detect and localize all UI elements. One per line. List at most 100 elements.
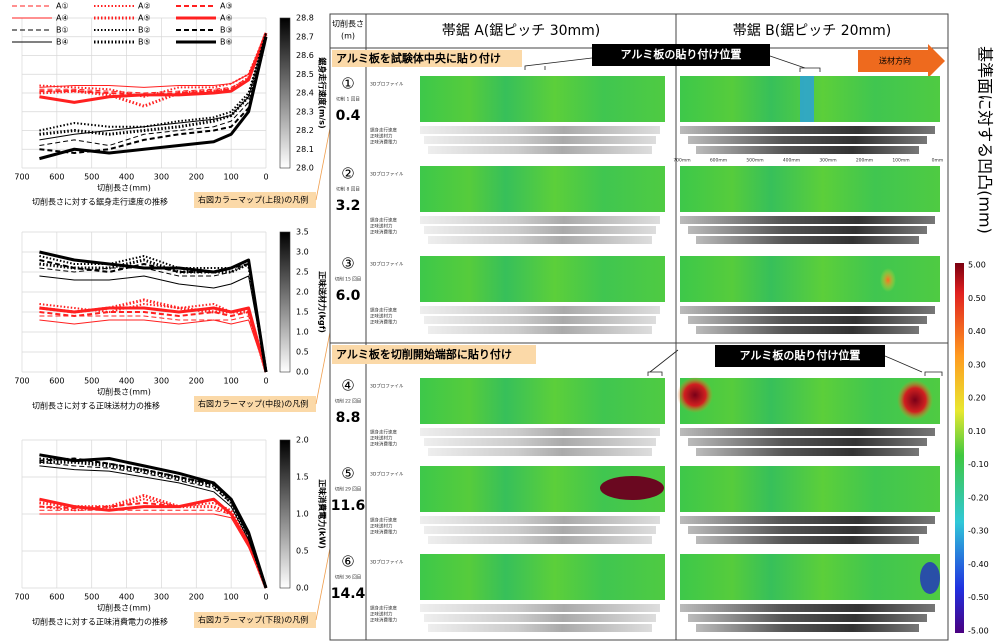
cell-label: 鋸身走行速度 <box>370 517 397 524</box>
series-line <box>39 465 267 589</box>
column-header: 帯鋸 B(鋸ピッチ 20mm) <box>733 23 892 39</box>
heatmap <box>680 256 940 302</box>
strip <box>428 236 652 244</box>
x-tick-label: 500 <box>84 377 99 386</box>
x-axis-label: 切削長さ(mm) <box>97 387 151 397</box>
strip <box>680 126 935 134</box>
series-line <box>39 319 267 373</box>
strip <box>424 438 656 446</box>
series-line <box>39 303 267 373</box>
colorbar-label: -0.10 <box>968 460 989 469</box>
x-tick-label: 400 <box>119 593 134 602</box>
scale-label: 0mm <box>932 158 944 164</box>
cell-label: 正味消費電力 <box>370 441 397 448</box>
series-line <box>39 263 267 373</box>
strip <box>420 604 660 612</box>
series-line <box>39 32 267 94</box>
scale-label: 200mm <box>856 158 873 164</box>
series-line <box>39 32 267 132</box>
series-line <box>39 36 268 161</box>
x-tick-label: 400 <box>119 377 134 386</box>
x-tick-label: 600 <box>49 593 64 602</box>
scale-label: 100mm <box>892 158 909 164</box>
strip <box>688 226 927 234</box>
legend-label: A② <box>138 2 151 11</box>
row-index: ① <box>341 75 354 93</box>
column-header: 帯鋸 A(鋸ピッチ 30mm) <box>442 23 601 39</box>
spot <box>600 476 664 500</box>
series-line <box>39 275 267 373</box>
x-axis-label: 切削長さ(mm) <box>97 183 151 193</box>
strip <box>696 326 919 334</box>
row-length: 14.4 <box>331 586 366 602</box>
cell-label: 3Dプロファイル <box>370 262 404 268</box>
legend-label: B④ <box>56 38 69 47</box>
colorbar-label: -0.20 <box>968 493 989 502</box>
strip <box>680 306 935 314</box>
series-line <box>39 453 268 589</box>
y-axis-label: 正味送材力(kgf) <box>318 271 328 333</box>
strip <box>424 316 656 324</box>
row-cut: 切削 36 回目 <box>335 574 362 581</box>
strip <box>688 614 927 622</box>
cell-label: 正味送材力 <box>370 523 393 530</box>
row-index: ③ <box>341 255 354 273</box>
spot <box>677 377 713 413</box>
cell-label: 正味送材力 <box>370 223 393 230</box>
cell-label: 正味送材力 <box>370 133 393 140</box>
row-length: 8.8 <box>336 410 361 426</box>
x-tick-label: 300 <box>154 377 169 386</box>
row-cut: 切削 8 回目 <box>336 186 360 193</box>
strip <box>424 526 656 534</box>
series-line <box>39 457 267 589</box>
group-label-box <box>332 345 536 364</box>
y-tick-label: 2.0 <box>296 436 309 445</box>
position-label: アルミ板の貼り付け位置 <box>740 348 861 362</box>
strip <box>420 428 660 436</box>
cell-label: 3Dプロファイル <box>370 472 404 478</box>
strip <box>420 126 660 134</box>
scale-label: 400mm <box>783 158 800 164</box>
row-index: ⑥ <box>341 553 354 571</box>
series-line <box>39 32 268 104</box>
series-line <box>39 32 268 108</box>
y-tick-label: 0.5 <box>296 547 309 556</box>
bracket <box>884 355 943 376</box>
caption: 切削長さに対する正味消費電力の推移 <box>32 617 168 627</box>
x-tick-label: 100 <box>224 173 239 182</box>
y-tick-label: 0.5 <box>296 348 309 357</box>
cell-label: 3Dプロファイル <box>370 82 404 88</box>
legend-label: B⑤ <box>138 38 151 47</box>
strip <box>688 136 927 144</box>
series-line <box>39 457 267 589</box>
legend-label: A③ <box>220 2 233 11</box>
cell-label: 鋸身走行速度 <box>370 605 397 612</box>
cell-label: 正味消費電力 <box>370 319 397 326</box>
heatmap <box>420 378 665 424</box>
heatmap <box>420 76 665 122</box>
caption: 切削長さに対する鋸身走行速度の推移 <box>32 197 168 207</box>
x-tick-label: 500 <box>84 173 99 182</box>
panel-frame <box>329 13 949 641</box>
band <box>800 76 814 122</box>
row-length: 6.0 <box>336 288 361 304</box>
spot <box>920 562 940 594</box>
y-tick-label: 2.0 <box>296 288 309 297</box>
scale-label: 600mm <box>710 158 727 164</box>
scale-label: 700mm <box>673 158 690 164</box>
series-line <box>39 32 267 88</box>
heatmap <box>680 466 940 512</box>
legend-label: B① <box>56 26 69 35</box>
colorbar <box>279 231 291 373</box>
x-axis-label: 切削長さ(mm) <box>97 603 151 613</box>
y-tick-label: 0.0 <box>296 368 309 377</box>
strip <box>696 236 919 244</box>
legend-note-box <box>194 396 316 412</box>
strip <box>696 624 919 632</box>
strip <box>688 526 927 534</box>
colorbar-label: -0.50 <box>968 593 989 602</box>
colorbar-label: -0.40 <box>968 560 989 569</box>
legend-label: B③ <box>220 26 233 35</box>
bracket <box>524 57 593 70</box>
